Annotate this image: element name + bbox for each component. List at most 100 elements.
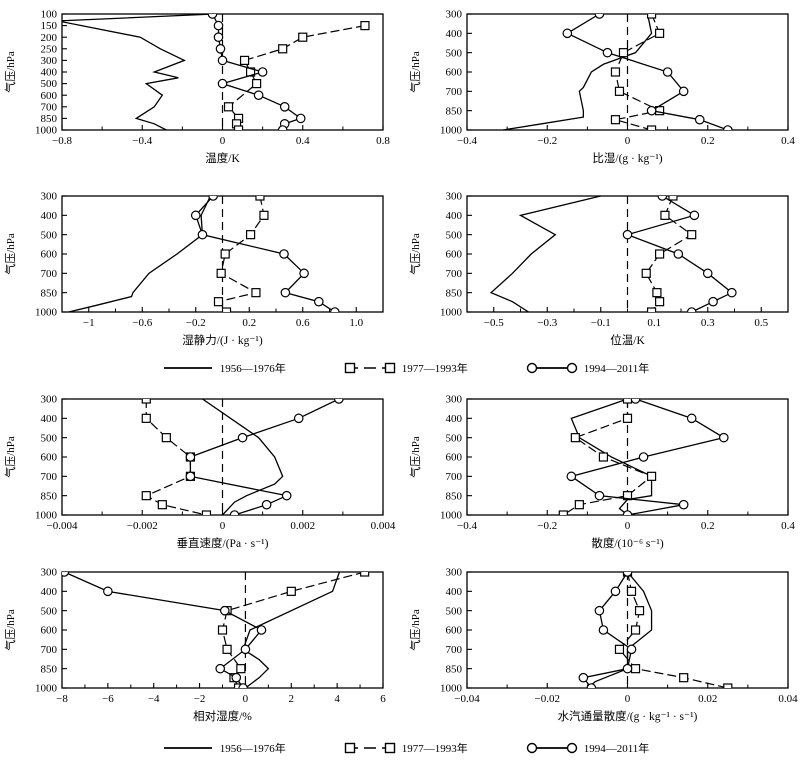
- data-point-marker: [574, 500, 584, 510]
- data-point-marker: [657, 196, 668, 201]
- y-tick-label: 700: [446, 268, 463, 280]
- x-tick-label: −0.02: [535, 693, 560, 705]
- data-point-marker: [253, 90, 264, 100]
- chart-panel-temperature: −0.8 −0.4 0 0.4 0.8 100 150 200 250 300 400 500 600 7…: [0, 2, 405, 170]
- y-tick-label: 200: [41, 32, 58, 44]
- data-point-marker: [334, 399, 344, 404]
- y-tick-label: 600: [446, 625, 463, 637]
- data-point-marker: [622, 399, 633, 404]
- y-tick-label: 300: [41, 55, 58, 67]
- data-point-marker: [279, 102, 290, 112]
- y-tick-label: 400: [446, 586, 463, 598]
- data-point-marker: [614, 644, 625, 654]
- y-tick-label: 850: [446, 287, 463, 299]
- data-point-marker: [594, 605, 605, 616]
- data-point-marker: [293, 413, 304, 424]
- y-tick-label: 1000: [440, 510, 463, 522]
- data-point-marker: [185, 452, 196, 462]
- data-point-marker: [213, 20, 224, 31]
- legend-1977-1993: 1977—1993年: [344, 360, 468, 376]
- series-line: [64, 572, 263, 688]
- data-point-marker: [723, 125, 733, 130]
- data-point-marker: [239, 55, 250, 66]
- data-point-marker: [626, 644, 637, 655]
- y-tick-label: 300: [41, 567, 58, 579]
- y-tick-label: 250: [41, 43, 58, 55]
- series-1: [503, 14, 653, 130]
- x-tick-label: 0.4: [781, 520, 795, 532]
- series-1: [242, 572, 341, 688]
- data-point-marker: [727, 287, 737, 298]
- y-tick-label: 600: [446, 452, 463, 464]
- x-axis-title: 湿静力/(J · kg⁻¹): [182, 333, 263, 347]
- y-tick-label: 1000: [440, 307, 463, 319]
- x-tick-label: 0: [625, 135, 631, 147]
- y-tick-label: 500: [41, 432, 58, 444]
- data-point-marker: [286, 586, 296, 596]
- y-tick-label: 600: [446, 249, 463, 261]
- x-tick-label: 0.4: [296, 135, 310, 147]
- square-marker-swatch-icon: [344, 742, 395, 754]
- y-tick-label: 700: [41, 644, 58, 656]
- y-tick-label: 700: [446, 471, 463, 483]
- series-2: [213, 196, 269, 312]
- data-point-marker: [261, 499, 272, 510]
- data-point-marker: [238, 683, 248, 688]
- data-point-marker: [622, 413, 633, 423]
- chart-panel-moist-static-energy: −1 −0.6 −0.2 0.2 0.6 1.0 300 400 500 600 700 850 100…: [0, 184, 405, 352]
- data-point-marker: [141, 399, 151, 404]
- x-tick-label: −0.8: [52, 135, 72, 147]
- data-point-marker: [562, 28, 573, 39]
- data-point-marker: [360, 21, 370, 31]
- data-point-marker: [634, 606, 645, 616]
- x-tick-label: −0.04: [454, 693, 480, 705]
- data-point-marker: [626, 586, 637, 596]
- y-tick-label: 400: [446, 210, 463, 222]
- data-point-marker: [622, 510, 633, 515]
- chart-panel-relative-humidity: −8 −6 −4 −2 0 2 4 6 300 400 500 600 700 850 1000 气压/hPa…: [0, 560, 405, 728]
- x-tick-label: 2: [289, 693, 295, 705]
- data-point-marker: [252, 78, 262, 89]
- y-tick-label: 1000: [35, 125, 58, 137]
- data-point-marker: [638, 452, 649, 462]
- legend-1994-2011: 1994—2011年: [526, 360, 649, 376]
- x-tick-label: 0.2: [701, 135, 715, 147]
- data-point-marker: [594, 490, 605, 501]
- x-tick-label: −0.5: [484, 317, 504, 329]
- y-tick-label: 500: [446, 432, 463, 444]
- data-point-marker: [622, 491, 633, 501]
- square-marker-swatch-icon: [344, 362, 395, 374]
- series-line: [211, 14, 303, 130]
- data-point-marker: [256, 625, 267, 635]
- y-tick-label: 300: [446, 9, 463, 21]
- data-point-marker: [586, 683, 597, 688]
- x-tick-label: 0: [625, 693, 631, 705]
- series-line: [189, 399, 340, 515]
- series-1: [202, 399, 284, 515]
- data-point-marker: [566, 471, 577, 482]
- x-tick-label: 0.2: [242, 317, 256, 329]
- data-point-marker: [259, 210, 269, 220]
- y-tick-label: 300: [446, 191, 463, 203]
- y-tick-label: 500: [446, 229, 463, 241]
- legend-label: 1956—1976年: [219, 743, 286, 755]
- data-point-marker: [141, 491, 151, 501]
- x-tick-label: 0.004: [371, 520, 396, 532]
- data-point-marker: [255, 196, 265, 201]
- data-point-marker: [708, 296, 718, 307]
- legend-1994-2011: 1994—2011年: [526, 740, 650, 756]
- y-axis-title: 气压/hPa: [3, 436, 17, 478]
- y-tick-label: 700: [446, 86, 463, 98]
- y-tick-label: 300: [446, 567, 463, 579]
- x-tick-label: −0.2: [537, 135, 557, 147]
- data-point-marker: [678, 499, 689, 510]
- legend-1956-1976: 1956—1976年: [162, 740, 286, 756]
- x-axis-title: 位温/K: [610, 333, 645, 347]
- data-point-marker: [598, 452, 609, 462]
- y-axis-title: 气压/hPa: [408, 233, 422, 275]
- data-point-marker: [213, 32, 224, 42]
- data-point-marker: [222, 644, 232, 654]
- legend-label: 1994—2011年: [583, 743, 650, 755]
- series-line: [569, 399, 726, 515]
